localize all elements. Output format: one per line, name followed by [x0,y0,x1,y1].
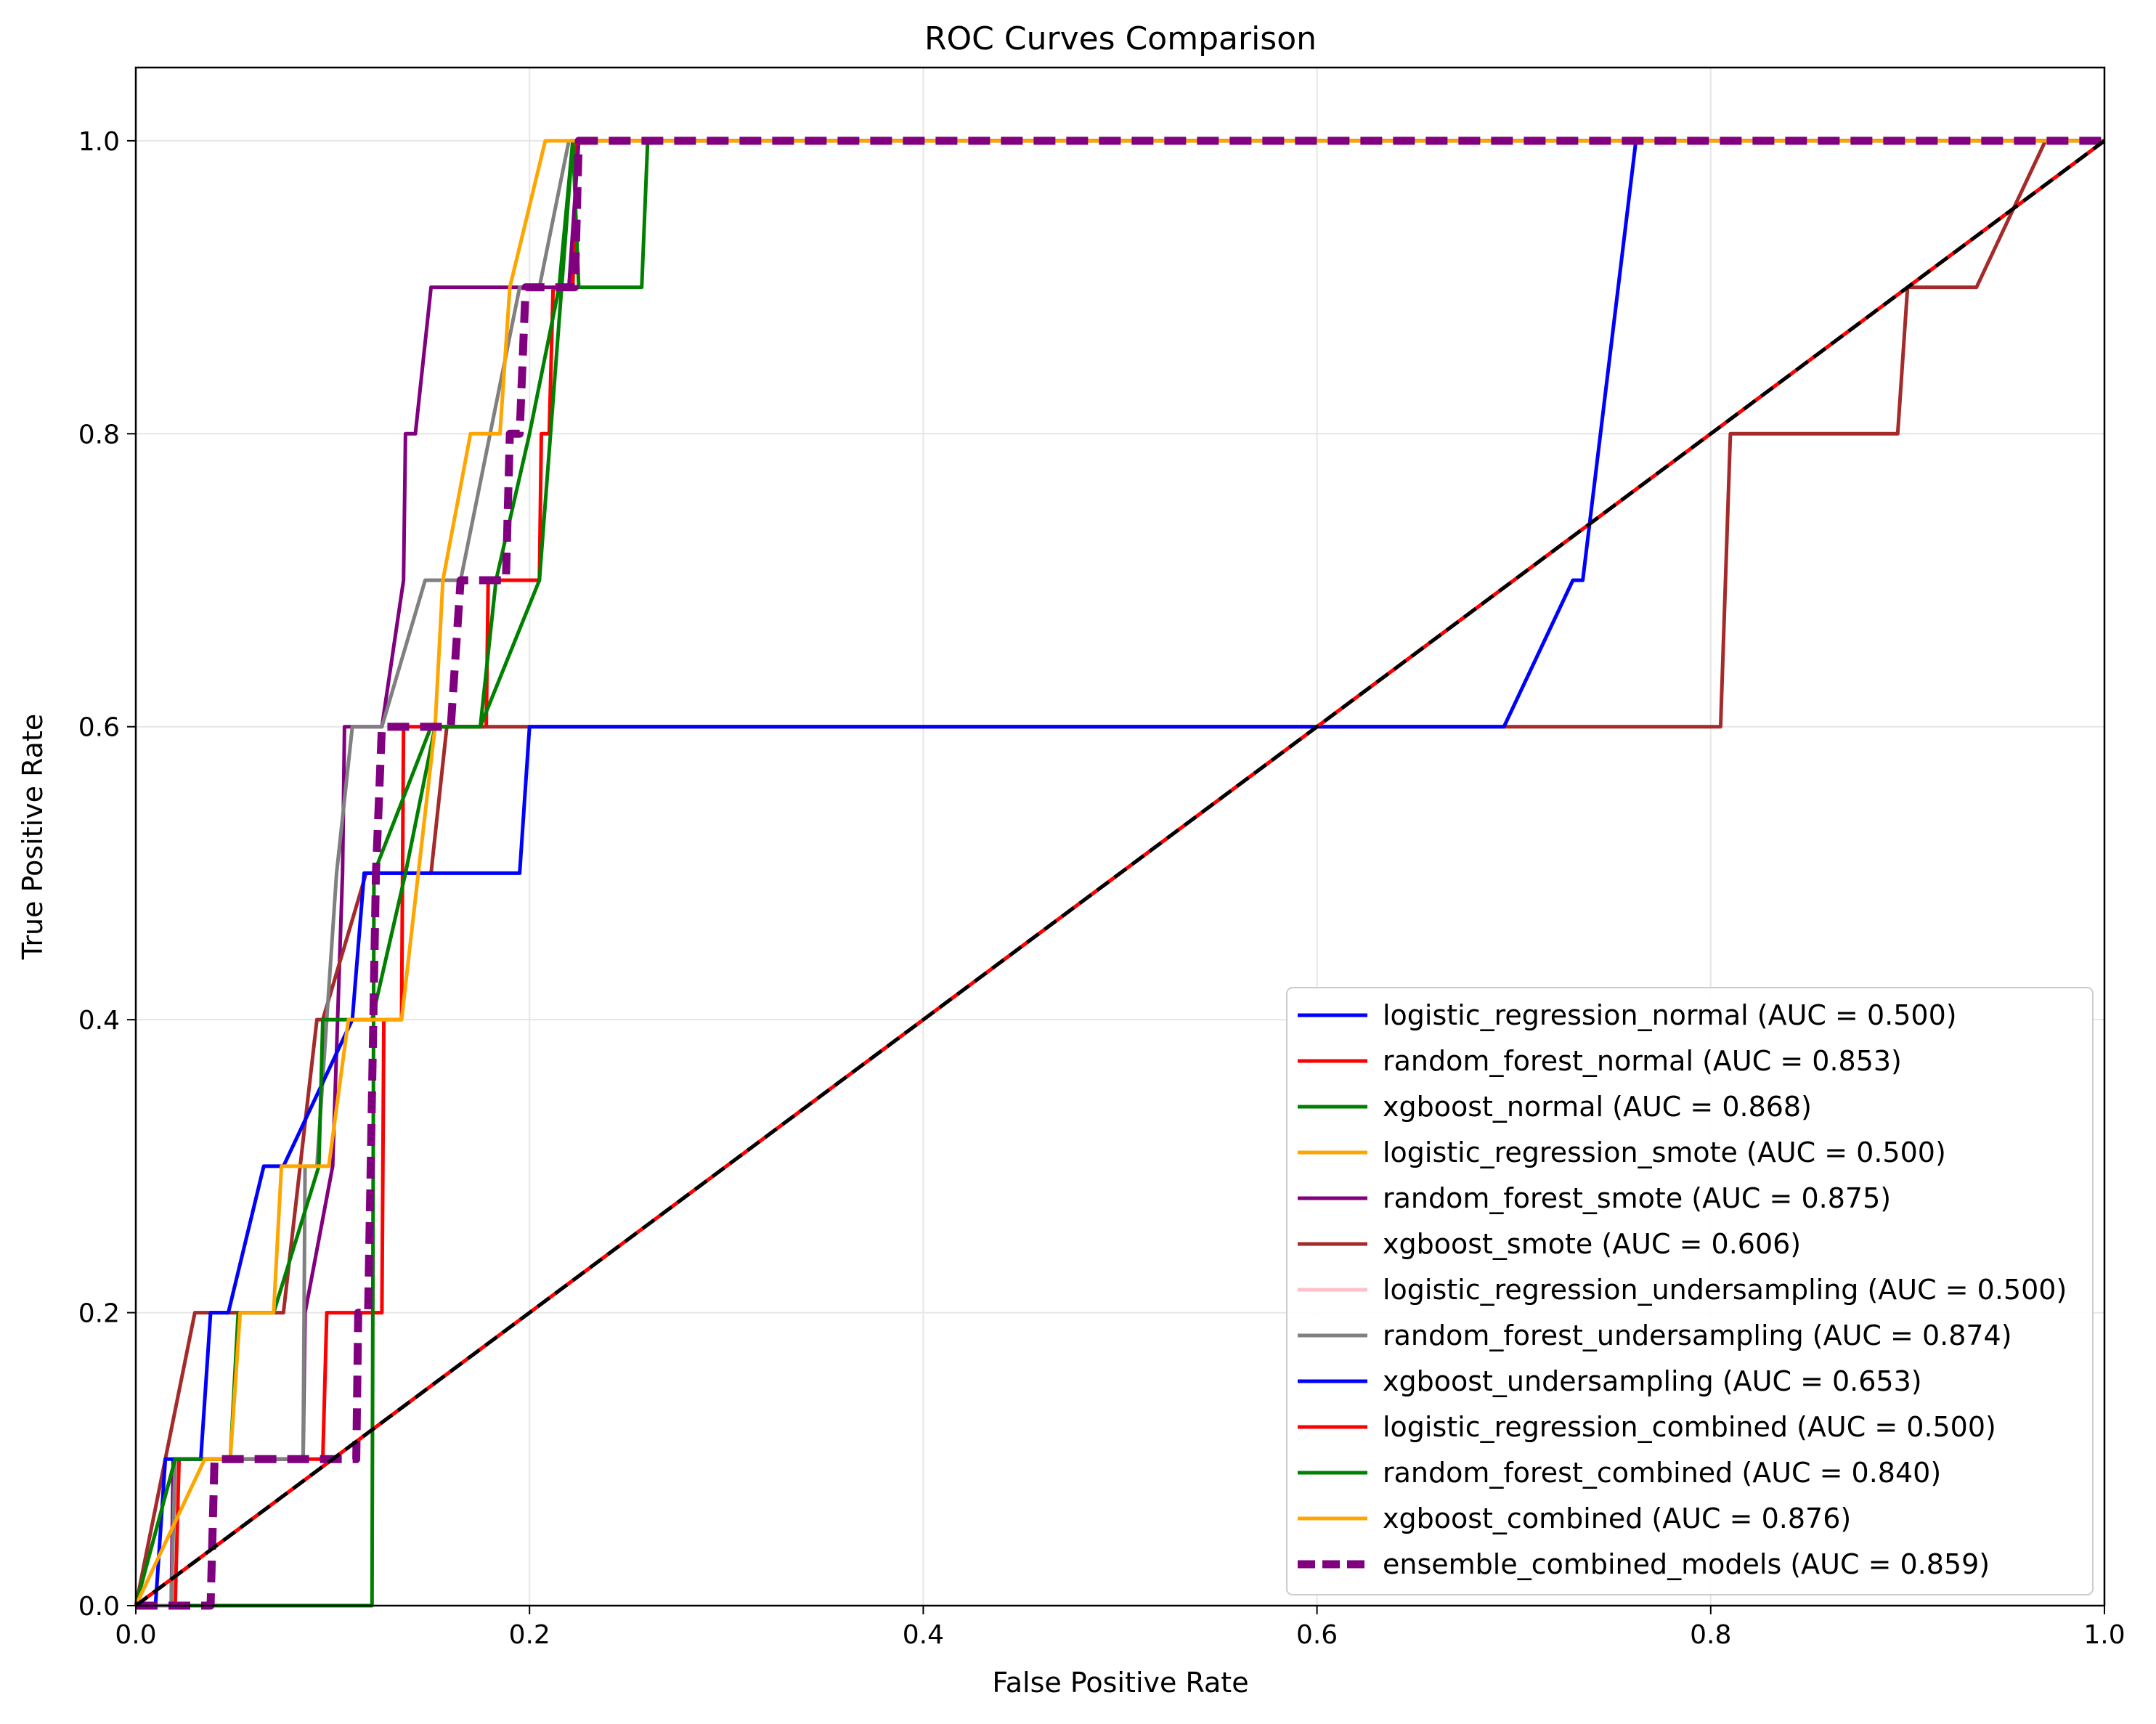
y-tick-label: 0.6 [78,713,120,743]
series-line-xgboost-normal [136,139,2104,1608]
y-tick-label: 0.0 [78,1592,120,1622]
legend-label: xgboost_undersampling (AUC = 0.653) [1383,1365,1922,1397]
y-tick-label: 1.0 [78,127,120,157]
legend-label: random_forest_normal (AUC = 0.853) [1383,1045,1902,1077]
x-tick-label: 1.0 [2083,1620,2125,1650]
chart-title: ROC Curves Comparison [924,20,1317,57]
y-tick-label: 0.4 [78,1006,120,1036]
y-axis-label: True Positive Rate [17,714,49,961]
legend-label: xgboost_normal (AUC = 0.868) [1383,1091,1812,1123]
x-axis-label: False Positive Rate [992,1667,1248,1699]
legend-label: random_forest_combined (AUC = 0.840) [1383,1457,1941,1489]
x-tick-label: 0.0 [115,1620,156,1650]
legend-label: random_forest_undersampling (AUC = 0.874… [1383,1320,2012,1351]
legend-label: logistic_regression_undersampling (AUC =… [1383,1274,2067,1306]
legend-label: ensemble_combined_models (AUC = 0.859) [1383,1548,1990,1580]
legend-label: logistic_regression_normal (AUC = 0.500) [1383,999,1957,1031]
y-tick-label: 0.8 [78,420,120,450]
x-tick-label: 0.8 [1690,1620,1731,1650]
plot-frame [134,66,2106,1607]
legend-label: logistic_regression_smote (AUC = 0.500) [1383,1137,1946,1168]
legend-label: logistic_regression_combined (AUC = 0.50… [1383,1411,1996,1443]
series-line-ensemble-combined-models [136,137,2104,1610]
x-tick-label: 0.2 [509,1620,550,1650]
x-tick-label: 0.6 [1296,1620,1338,1650]
series-line-xgboost-combined [134,139,2104,1607]
axis-ticks: 0.0 0.2 0.4 0.6 0.8 1.0 0.0 0.2 0.4 0.6 0.8 1.0 [78,127,2126,1650]
legend: logistic_regression_normal (AUC = 0.500)… [1286,987,2094,1595]
legend-label: xgboost_smote (AUC = 0.606) [1383,1228,1801,1260]
series-layer [134,137,2106,1610]
random-classifier-line [134,139,2106,1608]
legend-label: xgboost_combined (AUC = 0.876) [1383,1503,1851,1534]
x-tick-label: 0.4 [903,1620,944,1650]
legend-box [1286,987,2094,1595]
legend-label: random_forest_smote (AUC = 0.875) [1383,1182,1891,1214]
y-tick-label: 0.2 [78,1299,120,1329]
